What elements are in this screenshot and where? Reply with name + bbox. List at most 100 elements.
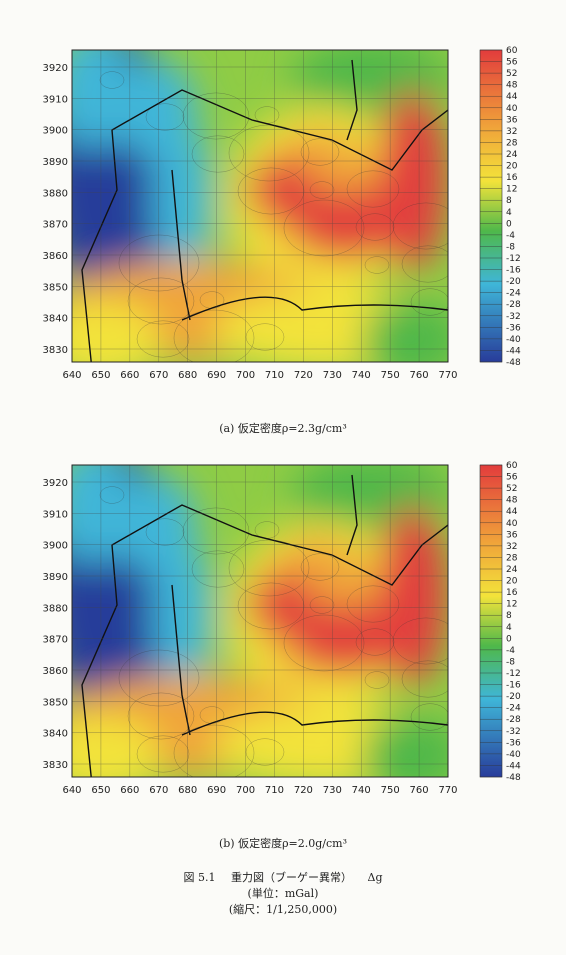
colorbar-tick-label: -44 bbox=[506, 346, 521, 356]
x-tick-label: 670 bbox=[149, 785, 168, 796]
x-tick-label: 720 bbox=[294, 785, 313, 796]
x-tick-label: 660 bbox=[120, 370, 139, 381]
colorbar-tick-label: -16 bbox=[506, 681, 521, 691]
x-tick-label: 660 bbox=[120, 785, 139, 796]
y-tick-label: 3880 bbox=[43, 188, 68, 199]
x-tick-label: 720 bbox=[294, 370, 313, 381]
x-tick-label: 710 bbox=[265, 370, 284, 381]
colorbar-tick-label: 28 bbox=[506, 138, 518, 148]
colorbar bbox=[479, 464, 503, 778]
y-tick-label: 3860 bbox=[43, 666, 68, 677]
y-tick-label: 3850 bbox=[43, 282, 68, 293]
x-tick-label: 770 bbox=[438, 785, 457, 796]
figure-caption-block: 図 5.1 重力図（ブーゲー異常） Δg (単位：mGal) (縮尺：1/1,2… bbox=[0, 870, 566, 918]
y-tick-label: 3890 bbox=[43, 157, 68, 168]
gravity-map-panel-a: 640 650 660 670 680 690 700 710 720 730 740 750 760 7… bbox=[0, 40, 566, 440]
colorbar-tick-label: 20 bbox=[506, 162, 518, 172]
y-tick-label: 3840 bbox=[43, 729, 68, 740]
colorbar-tick-label: -24 bbox=[506, 289, 521, 299]
y-tick-label: 3840 bbox=[43, 314, 68, 325]
x-tick-label: 760 bbox=[410, 370, 429, 381]
colorbar-tick-label: -36 bbox=[506, 323, 521, 333]
colorbar-tick-label: 4 bbox=[506, 623, 512, 633]
figure-scale: (縮尺：1/1,250,000) bbox=[228, 903, 338, 916]
colorbar-tick-label: 0 bbox=[506, 219, 512, 229]
colorbar-tick-label: 60 bbox=[506, 461, 518, 471]
colorbar-tick-label: -28 bbox=[506, 300, 521, 310]
colorbar-tick-label: 32 bbox=[506, 127, 517, 137]
y-tick-label: 3920 bbox=[43, 63, 68, 74]
figure-number: 図 5.1 bbox=[183, 871, 216, 884]
x-tick-label: 640 bbox=[62, 785, 81, 796]
colorbar-tick-label: -48 bbox=[506, 773, 521, 783]
colorbar-tick-label: -40 bbox=[506, 335, 521, 345]
colorbar-tick-label: 4 bbox=[506, 208, 512, 218]
colorbar-tick-label: 60 bbox=[506, 46, 518, 56]
colorbar-tick-label: 24 bbox=[506, 150, 518, 160]
colorbar-tick-label: 16 bbox=[506, 588, 518, 598]
y-tick-label: 3870 bbox=[43, 635, 68, 646]
colorbar-tick-label: 52 bbox=[506, 484, 517, 494]
colorbar-tick-label: -20 bbox=[506, 277, 521, 287]
caption-b: (b) 仮定密度ρ=2.0g/cm³ bbox=[218, 837, 348, 850]
colorbar-tick-label: 36 bbox=[506, 115, 518, 125]
y-tick-label: 3910 bbox=[43, 509, 68, 520]
x-tick-label: 730 bbox=[323, 370, 342, 381]
x-tick-label: 650 bbox=[91, 370, 110, 381]
figure-symbol: Δg bbox=[367, 871, 383, 884]
y-tick-label: 3830 bbox=[43, 345, 68, 356]
x-tick-label: 710 bbox=[265, 785, 284, 796]
colorbar-tick-label: -44 bbox=[506, 761, 521, 771]
x-tick-label: 640 bbox=[62, 370, 81, 381]
colorbar-tick-label: -40 bbox=[506, 750, 521, 760]
y-tick-label: 3920 bbox=[43, 478, 68, 489]
x-tick-label: 730 bbox=[323, 785, 342, 796]
colorbar-tick-label: 16 bbox=[506, 173, 518, 183]
colorbar-tick-label: 8 bbox=[506, 611, 512, 621]
y-tick-label: 3900 bbox=[43, 541, 68, 552]
x-tick-label: 650 bbox=[91, 785, 110, 796]
colorbar-tick-label: 36 bbox=[506, 530, 518, 540]
colorbar-tick-label: 40 bbox=[506, 104, 518, 114]
colorbar-tick-label: 56 bbox=[506, 58, 518, 68]
colorbar-tick-label: -20 bbox=[506, 692, 521, 702]
colorbar-tick-label: 8 bbox=[506, 196, 512, 206]
figure-unit: (単位：mGal) bbox=[247, 887, 319, 900]
colorbar-tick-label: 48 bbox=[506, 81, 518, 91]
x-tick-label: 740 bbox=[352, 370, 371, 381]
colorbar-tick-label: 20 bbox=[506, 577, 518, 587]
y-tick-label: 3900 bbox=[43, 126, 68, 137]
y-tick-label: 3870 bbox=[43, 220, 68, 231]
y-tick-label: 3830 bbox=[43, 760, 68, 771]
colorbar-tick-label: -32 bbox=[506, 727, 521, 737]
colorbar-tick-label: -32 bbox=[506, 312, 521, 322]
colorbar-tick-label: -8 bbox=[506, 242, 515, 252]
colorbar-tick-label: 44 bbox=[506, 507, 518, 517]
x-tick-label: 680 bbox=[178, 370, 197, 381]
anomaly-field bbox=[72, 50, 448, 362]
colorbar-tick-label: -48 bbox=[506, 358, 521, 368]
colorbar-tick-label: 40 bbox=[506, 519, 518, 529]
colorbar-tick-label: 12 bbox=[506, 600, 517, 610]
caption-a: (a) 仮定密度ρ=2.3g/cm³ bbox=[219, 422, 347, 435]
y-tick-label: 3890 bbox=[43, 572, 68, 583]
colorbar-tick-label: 44 bbox=[506, 92, 518, 102]
x-tick-label: 700 bbox=[236, 785, 255, 796]
colorbar-tick-label: -24 bbox=[506, 704, 521, 714]
figure-title-row: 図 5.1 重力図（ブーゲー異常） Δg bbox=[178, 870, 389, 886]
colorbar-tick-label: -12 bbox=[506, 254, 521, 264]
colorbar bbox=[479, 49, 503, 363]
x-tick-label: 670 bbox=[149, 370, 168, 381]
gravity-map-panel-b: 640 650 660 670 680 690 700 710 720 730 740 750 760 7… bbox=[0, 455, 566, 855]
gravity-map-a: 640 650 660 670 680 690 700 710 720 730 740 750 760 7… bbox=[43, 46, 521, 381]
colorbar-tick-label: -4 bbox=[506, 231, 515, 241]
y-tick-label: 3850 bbox=[43, 697, 68, 708]
colorbar-tick-label: 28 bbox=[506, 553, 518, 563]
colorbar-tick-label: 52 bbox=[506, 69, 517, 79]
colorbar-tick-label: 32 bbox=[506, 542, 517, 552]
colorbar-tick-label: -36 bbox=[506, 738, 521, 748]
x-tick-label: 770 bbox=[438, 370, 457, 381]
figure-title: 重力図（ブーゲー異常） bbox=[231, 871, 352, 884]
x-tick-label: 740 bbox=[352, 785, 371, 796]
x-tick-label: 750 bbox=[381, 785, 400, 796]
